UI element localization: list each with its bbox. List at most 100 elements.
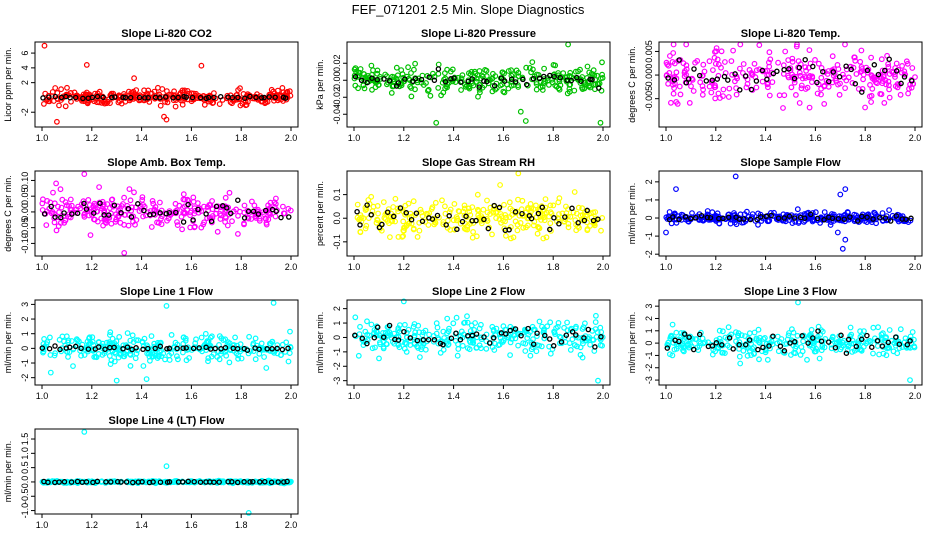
point-colored [749, 211, 756, 218]
point-colored [681, 348, 687, 355]
point-black [786, 213, 793, 219]
y-tick-label: 0.00 [20, 203, 30, 221]
y-tick-label: 0.10 [20, 172, 30, 190]
point-colored [579, 211, 586, 218]
point-black [369, 75, 375, 81]
point-colored [444, 66, 451, 73]
point-colored [720, 86, 727, 93]
point-colored [214, 228, 221, 235]
point-colored [808, 326, 815, 333]
point-colored [793, 91, 799, 98]
point-black [541, 73, 547, 80]
point-colored [587, 210, 594, 217]
point-colored [435, 84, 442, 91]
plot-frame [34, 41, 299, 128]
point-colored [218, 335, 225, 342]
plot-frame [34, 428, 299, 515]
point-colored [496, 216, 503, 223]
point-colored [537, 78, 544, 85]
point-black [69, 211, 75, 217]
point-black [775, 215, 782, 221]
x-tick-label: 1.6 [185, 133, 198, 143]
point-black [122, 94, 129, 101]
point-colored [744, 352, 751, 359]
point-colored [785, 74, 792, 81]
point-black [111, 202, 118, 208]
point-colored [789, 58, 796, 65]
point-colored [901, 68, 908, 75]
point-colored [414, 233, 421, 240]
point-colored [737, 360, 744, 367]
x-tick-label: 2.0 [597, 391, 610, 401]
point-colored [124, 330, 131, 337]
point-colored [208, 333, 215, 340]
point-colored [279, 341, 286, 348]
point-black [766, 343, 772, 349]
point-black [431, 77, 438, 84]
point-black [420, 337, 427, 343]
point-colored [556, 86, 563, 93]
point-black [774, 68, 780, 75]
point-black [443, 222, 449, 228]
point-colored [848, 331, 855, 338]
point-outlier [842, 186, 849, 193]
point-colored [766, 92, 773, 99]
point-black [457, 336, 464, 343]
x-tick-label: 1.8 [235, 133, 248, 143]
point-colored [489, 231, 495, 238]
point-colored [272, 213, 279, 220]
point-colored [737, 65, 743, 72]
point-black [358, 77, 365, 84]
panel-title: Slope Line 3 Flow [744, 286, 837, 298]
point-colored [53, 227, 60, 234]
point-colored [234, 230, 241, 237]
point-black [97, 200, 103, 206]
point-colored [700, 86, 706, 93]
point-black [145, 95, 151, 101]
point-outlier [41, 42, 48, 49]
point-colored [885, 63, 892, 70]
point-colored [363, 222, 370, 229]
point-black [885, 339, 892, 346]
point-black [352, 332, 358, 339]
x-tick-label: 1.6 [185, 520, 198, 530]
point-outlier [839, 245, 846, 252]
point-colored [780, 62, 787, 69]
y-tick-label: 0 [332, 335, 342, 340]
point-colored [154, 219, 160, 226]
point-colored [866, 93, 873, 100]
point-colored [584, 63, 591, 70]
y-tick-label: -0.04 [332, 104, 342, 125]
point-black [120, 346, 126, 352]
point-colored [120, 201, 126, 207]
point-black [279, 346, 286, 353]
point-colored [80, 198, 87, 205]
point-black [481, 216, 487, 223]
point-colored [177, 345, 184, 352]
point-colored [58, 86, 64, 93]
point-black [58, 214, 64, 221]
point-black [908, 215, 914, 222]
point-colored [737, 41, 744, 48]
point-black [130, 479, 136, 486]
point-colored [793, 43, 800, 50]
x-tick-label: 1.6 [809, 391, 822, 401]
point-colored [232, 334, 239, 341]
point-colored [376, 355, 382, 362]
point-black [234, 345, 241, 352]
point-colored [528, 346, 535, 353]
point-black [284, 478, 290, 485]
point-colored [566, 88, 573, 95]
point-colored [664, 61, 671, 68]
point-colored [550, 202, 557, 209]
point-colored [681, 73, 688, 80]
point-colored [728, 58, 735, 64]
point-colored [725, 211, 732, 218]
point-colored [148, 224, 155, 230]
point-colored [237, 341, 244, 348]
y-tick-label: -0.1 [332, 234, 342, 250]
point-colored [185, 197, 192, 204]
point-black [791, 339, 798, 345]
point-colored [689, 210, 695, 217]
point-colored [706, 58, 713, 65]
